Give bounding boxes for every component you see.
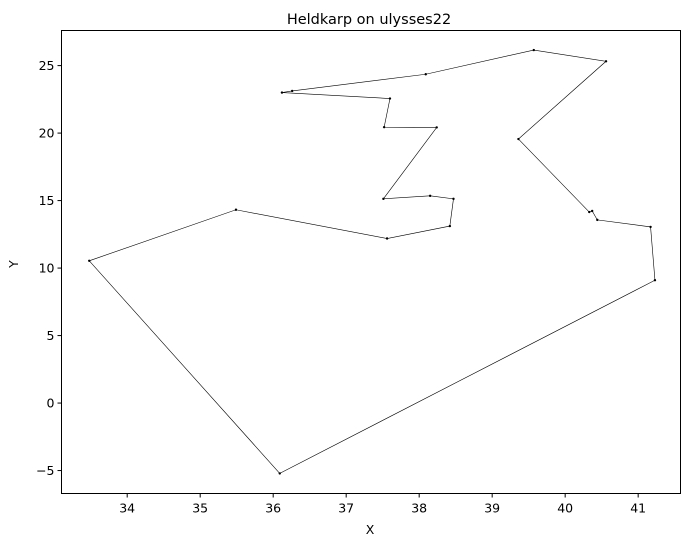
y-axis-ticks: −5 0 5 10 15 20 25	[36, 58, 62, 478]
y-tick-label: 5	[47, 328, 55, 343]
y-tick-label: 0	[47, 396, 55, 411]
y-tick-label: 20	[39, 126, 55, 141]
x-tick-label: 41	[630, 501, 646, 516]
x-tick-label: 40	[557, 501, 573, 516]
y-tick-label: −5	[36, 463, 54, 478]
city-point	[596, 218, 599, 222]
x-tick-label: 36	[265, 501, 281, 516]
city-point	[388, 97, 392, 100]
city-point	[290, 89, 294, 93]
y-tick-label: 15	[39, 193, 55, 208]
city-point	[590, 209, 594, 213]
city-point	[424, 73, 427, 76]
city-points	[88, 48, 657, 475]
x-tick-label: 37	[338, 501, 354, 516]
city-point	[649, 225, 652, 229]
city-point	[604, 60, 608, 63]
city-point	[382, 197, 385, 201]
y-tick-label: 10	[39, 261, 55, 276]
city-point	[280, 91, 284, 94]
city-point	[382, 125, 386, 129]
x-tick-label: 39	[484, 501, 500, 516]
city-point	[428, 194, 432, 198]
chart-title: Heldkarp on ulysses22	[287, 12, 451, 28]
x-tick-label: 34	[119, 501, 135, 516]
plot-frame	[61, 30, 681, 494]
city-point	[588, 210, 591, 214]
city-point	[234, 208, 238, 211]
tour-path-line	[88, 49, 656, 474]
y-tick-label: 25	[39, 58, 55, 73]
city-point	[385, 237, 389, 240]
city-point	[532, 48, 535, 52]
city-point	[435, 126, 438, 129]
y-axis-label: Y	[6, 260, 21, 269]
city-point	[452, 197, 455, 201]
x-axis-label: X	[366, 522, 375, 537]
city-point	[88, 259, 91, 262]
x-tick-label: 35	[192, 501, 208, 516]
city-point	[653, 279, 657, 282]
city-point	[278, 472, 281, 475]
x-tick-label: 38	[411, 501, 427, 516]
city-point	[517, 137, 520, 141]
city-point	[448, 224, 452, 228]
x-axis-ticks: 34 35 36 37 38 39 40 41	[119, 493, 646, 516]
